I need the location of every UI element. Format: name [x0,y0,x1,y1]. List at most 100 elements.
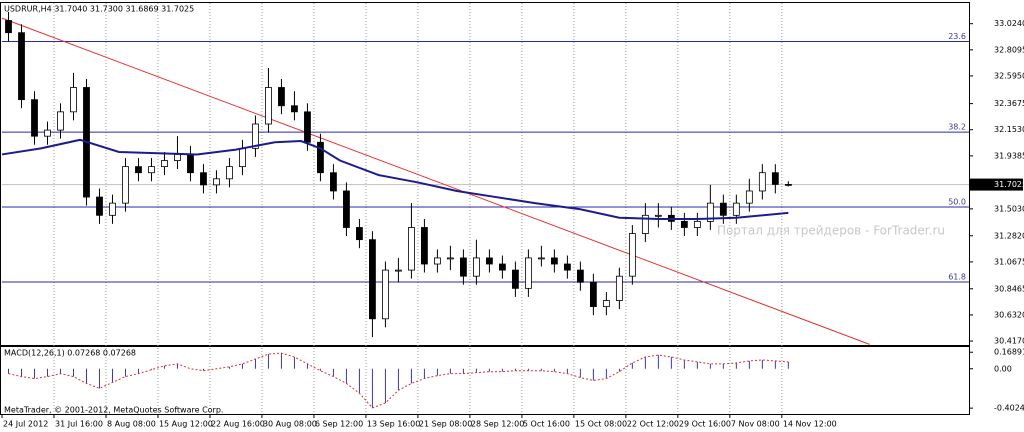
candle-body [745,190,753,204]
candle-body [57,111,64,131]
fib-level-label: 61.8 [948,273,966,282]
candle-body [680,221,688,228]
y-tick-label: 32.3675 [994,99,1024,108]
x-tick-label: 6 Sep 12:00 [315,420,363,429]
macd-panel [0,346,970,415]
x-tick-label: 30 Aug 08:00 [263,420,317,429]
candle-body [213,178,220,186]
candle-body [278,87,285,107]
candle-body [602,300,610,308]
fib-level-label: 50.0 [948,198,966,207]
y-tick-label: -0.40241 [994,404,1024,413]
candle-body [356,227,363,241]
y-tick-label: 32.5950 [994,71,1024,80]
main-panel [0,2,970,346]
y-tick-label: 30.8465 [994,284,1024,293]
fib-level-label: 23.6 [948,32,966,41]
candle-body [44,129,51,137]
x-tick-label: 8 Aug 08:00 [107,420,156,429]
candle-body [343,190,350,228]
y-tick-label: 32.1530 [994,125,1024,134]
x-tick-label: 28 Sep 12:00 [471,420,524,429]
candle-body [641,214,649,234]
x-tick-label: 15 Aug 12:00 [159,420,213,429]
candle-body [135,166,142,174]
candle-body [589,281,597,308]
candle-body [382,269,389,320]
candle-body [239,147,246,168]
candle-body [109,202,116,216]
candle-body [174,154,181,161]
x-tick-label: 13 Sep 16:00 [367,420,420,429]
y-tick-label: 31.0675 [994,257,1024,266]
candle-body [615,275,623,301]
x-tick-label: 14 Nov 12:00 [783,420,837,429]
candle-body [706,202,714,222]
candle-body [31,99,38,137]
candle-body [187,154,194,174]
candle-body [784,183,792,186]
candle-body [395,269,402,272]
candle-body [408,227,415,271]
y-tick-label: 32.8095 [994,45,1024,54]
candle-body [252,123,259,149]
price-label: 31.7025 [994,180,1024,189]
x-tick-label: 21 Sep 08:00 [419,420,472,429]
x-tick-label: 31 Jul 16:00 [55,420,103,429]
candle-body [563,263,571,271]
candle-body [70,87,77,113]
candle-body [758,172,766,192]
x-tick-label: 15 Oct 08:00 [575,420,627,429]
candle-body [291,105,298,113]
candle-body [304,111,311,143]
x-tick-label: 22 Oct 12:00 [627,420,679,429]
candle-body [122,166,129,204]
y-tick-label: 31.9385 [994,151,1024,160]
candle-body [693,221,701,228]
y-tick-label: 30.4170 [994,337,1024,346]
x-tick-label: 29 Oct 16:00 [679,420,731,429]
trendline [1,17,870,345]
candle-body [18,32,25,101]
y-tick-label: 0.00 [994,364,1012,373]
candle-body [460,257,467,277]
candle-body [265,87,272,125]
candle-body [330,172,337,192]
candle-body [226,166,233,180]
candle-body [369,239,376,320]
candle-body [161,160,168,168]
moving-average [1,138,789,220]
y-tick-label: 30.6320 [994,310,1024,319]
y-tick-label: 31.5030 [994,204,1024,213]
y-tick-label: 33.0240 [994,19,1024,28]
candle-body [537,257,545,260]
x-tick-label: 22 Aug 16:00 [211,420,265,429]
watermark: Портал для трейдеров - ForTrader.ru [717,224,945,238]
x-tick-label: 7 Nov 08:00 [731,420,780,429]
candle-body [96,196,103,216]
candle-body [498,263,506,271]
candle-body [447,257,454,260]
candle-body [434,257,441,265]
macd-title: MACD(12,26,1) 0.07268 0.07268 [4,349,136,358]
candle-body [628,233,636,277]
candle-body [576,269,584,283]
candle-body [511,269,519,289]
y-tick-label: 0.16891 [994,348,1024,357]
candle-body [317,141,324,174]
candle-body [5,20,12,34]
candle-body [485,257,493,265]
x-tick-label: 24 Jul 2012 [3,420,48,429]
candle-body [421,227,428,265]
candle-body [200,172,207,186]
price-badge [970,178,1023,191]
candle-body [771,172,779,185]
candle-body [550,257,558,265]
candle-body [148,166,155,174]
candle-body [654,214,662,217]
candle-body [732,202,740,216]
macd-signal [8,352,789,409]
chart-title: USDRUR,H4 31.7040 31.7300 31.6869 31.702… [4,5,194,14]
footer: MetaTrader, © 2001-2012, MetaQuotes Soft… [4,406,223,415]
